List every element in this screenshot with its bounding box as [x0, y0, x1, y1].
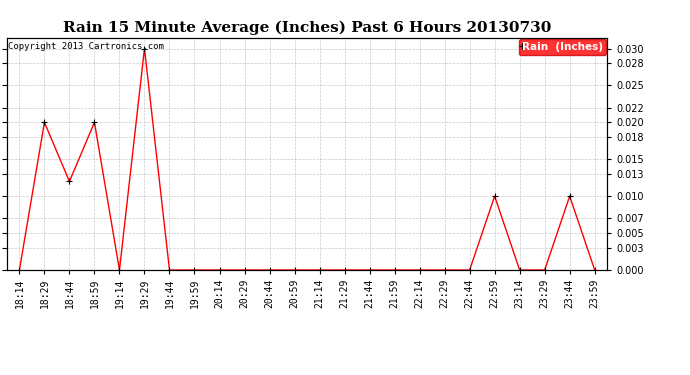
- Rain  (Inches): [240, 268, 248, 272]
- Rain  (Inches): [40, 120, 48, 124]
- Rain  (Inches): [491, 194, 499, 198]
- Rain  (Inches): [540, 268, 549, 272]
- Rain  (Inches): [90, 120, 99, 124]
- Legend: Rain  (Inches): Rain (Inches): [519, 39, 606, 55]
- Rain  (Inches): [290, 268, 299, 272]
- Rain  (Inches): [515, 268, 524, 272]
- Title: Rain 15 Minute Average (Inches) Past 6 Hours 20130730: Rain 15 Minute Average (Inches) Past 6 H…: [63, 21, 551, 35]
- Rain  (Inches): [15, 268, 23, 272]
- Rain  (Inches): [166, 268, 174, 272]
- Rain  (Inches): [215, 268, 224, 272]
- Rain  (Inches): [115, 268, 124, 272]
- Rain  (Inches): [415, 268, 424, 272]
- Text: Copyright 2013 Cartronics.com: Copyright 2013 Cartronics.com: [8, 42, 164, 51]
- Rain  (Inches): [466, 268, 474, 272]
- Rain  (Inches): [190, 268, 199, 272]
- Rain  (Inches): [566, 194, 574, 198]
- Line: Rain  (Inches): Rain (Inches): [17, 46, 598, 273]
- Rain  (Inches): [66, 179, 74, 184]
- Rain  (Inches): [340, 268, 348, 272]
- Rain  (Inches): [591, 268, 599, 272]
- Rain  (Inches): [391, 268, 399, 272]
- Rain  (Inches): [315, 268, 324, 272]
- Rain  (Inches): [440, 268, 449, 272]
- Rain  (Inches): [266, 268, 274, 272]
- Rain  (Inches): [140, 46, 148, 51]
- Rain  (Inches): [366, 268, 374, 272]
